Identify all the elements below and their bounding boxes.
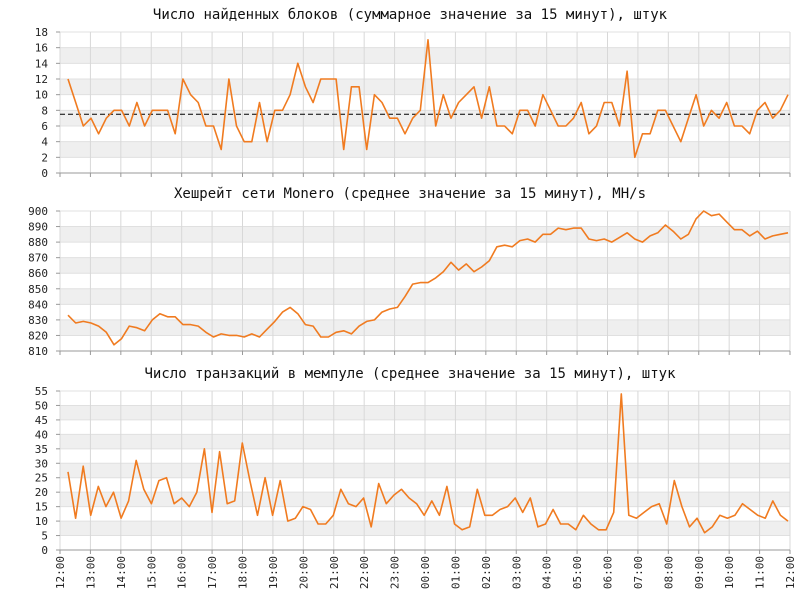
y-tick-label: 10 xyxy=(35,515,48,528)
x-tick-label: 10:00 xyxy=(723,556,736,589)
y-tick-label: 820 xyxy=(28,329,48,342)
x-tick-label: 00:00 xyxy=(419,556,432,589)
y-tick-label: 830 xyxy=(28,314,48,327)
x-tick-label: 21:00 xyxy=(328,556,341,589)
x-tick-label: 03:00 xyxy=(510,556,523,589)
y-tick-label: 6 xyxy=(41,120,48,133)
y-tick-label: 810 xyxy=(28,345,48,358)
y-tick-label: 880 xyxy=(28,236,48,249)
y-tick-label: 860 xyxy=(28,267,48,280)
y-tick-label: 4 xyxy=(41,136,48,149)
y-tick-label: 870 xyxy=(28,252,48,265)
x-tick-label: 18:00 xyxy=(237,556,250,589)
x-tick-label: 04:00 xyxy=(541,556,554,589)
y-tick-label: 50 xyxy=(35,399,48,412)
y-tick-label: 40 xyxy=(35,428,48,441)
y-tick-label: 0 xyxy=(41,544,48,557)
y-tick-label: 12 xyxy=(35,73,48,86)
series-line xyxy=(67,210,789,346)
x-tick-label: 02:00 xyxy=(480,556,493,589)
x-tick-label: 12:00 xyxy=(54,556,67,589)
x-tick-label: 05:00 xyxy=(571,556,584,589)
y-tick-label: 45 xyxy=(35,414,48,427)
x-tick-label: 19:00 xyxy=(267,556,280,589)
x-tick-label: 12:00 xyxy=(784,556,797,589)
x-tick-label: 20:00 xyxy=(297,556,310,589)
y-tick-label: 55 xyxy=(35,385,48,398)
y-tick-label: 890 xyxy=(28,221,48,234)
x-tick-label: 08:00 xyxy=(662,556,675,589)
y-tick-label: 30 xyxy=(35,457,48,470)
y-tick-label: 8 xyxy=(41,104,48,117)
y-tick-label: 18 xyxy=(35,26,48,39)
series-line xyxy=(67,393,789,534)
y-tick-label: 2 xyxy=(41,151,48,164)
x-tick-label: 14:00 xyxy=(115,556,128,589)
x-tick-label: 09:00 xyxy=(693,556,706,589)
y-tick-label: 840 xyxy=(28,298,48,311)
x-tick-label: 01:00 xyxy=(449,556,462,589)
x-tick-label: 11:00 xyxy=(754,556,767,589)
y-tick-label: 0 xyxy=(41,167,48,180)
y-tick-label: 14 xyxy=(35,57,49,70)
y-tick-label: 10 xyxy=(35,89,48,102)
x-tick-label: 23:00 xyxy=(389,556,402,589)
y-tick-label: 25 xyxy=(35,472,48,485)
y-tick-label: 35 xyxy=(35,443,48,456)
x-tick-label: 06:00 xyxy=(602,556,615,589)
x-tick-label: 16:00 xyxy=(176,556,189,589)
chart-title: Число найденных блоков (суммарное значен… xyxy=(153,7,668,23)
y-tick-label: 5 xyxy=(41,530,48,543)
x-tick-label: 07:00 xyxy=(632,556,645,589)
y-tick-label: 16 xyxy=(35,42,48,55)
y-tick-label: 900 xyxy=(28,205,48,218)
y-tick-label: 20 xyxy=(35,486,48,499)
chart-title: Хешрейт сети Monero (среднее значение за… xyxy=(174,186,646,202)
series-line xyxy=(67,38,789,159)
x-tick-label: 17:00 xyxy=(206,556,219,589)
x-tick-label: 13:00 xyxy=(84,556,97,589)
y-tick-label: 850 xyxy=(28,283,48,296)
chart-title: Число транзакций в мемпуле (среднее знач… xyxy=(144,366,676,382)
y-tick-label: 15 xyxy=(35,501,48,514)
x-tick-label: 22:00 xyxy=(358,556,371,589)
x-tick-label: 15:00 xyxy=(145,556,158,589)
